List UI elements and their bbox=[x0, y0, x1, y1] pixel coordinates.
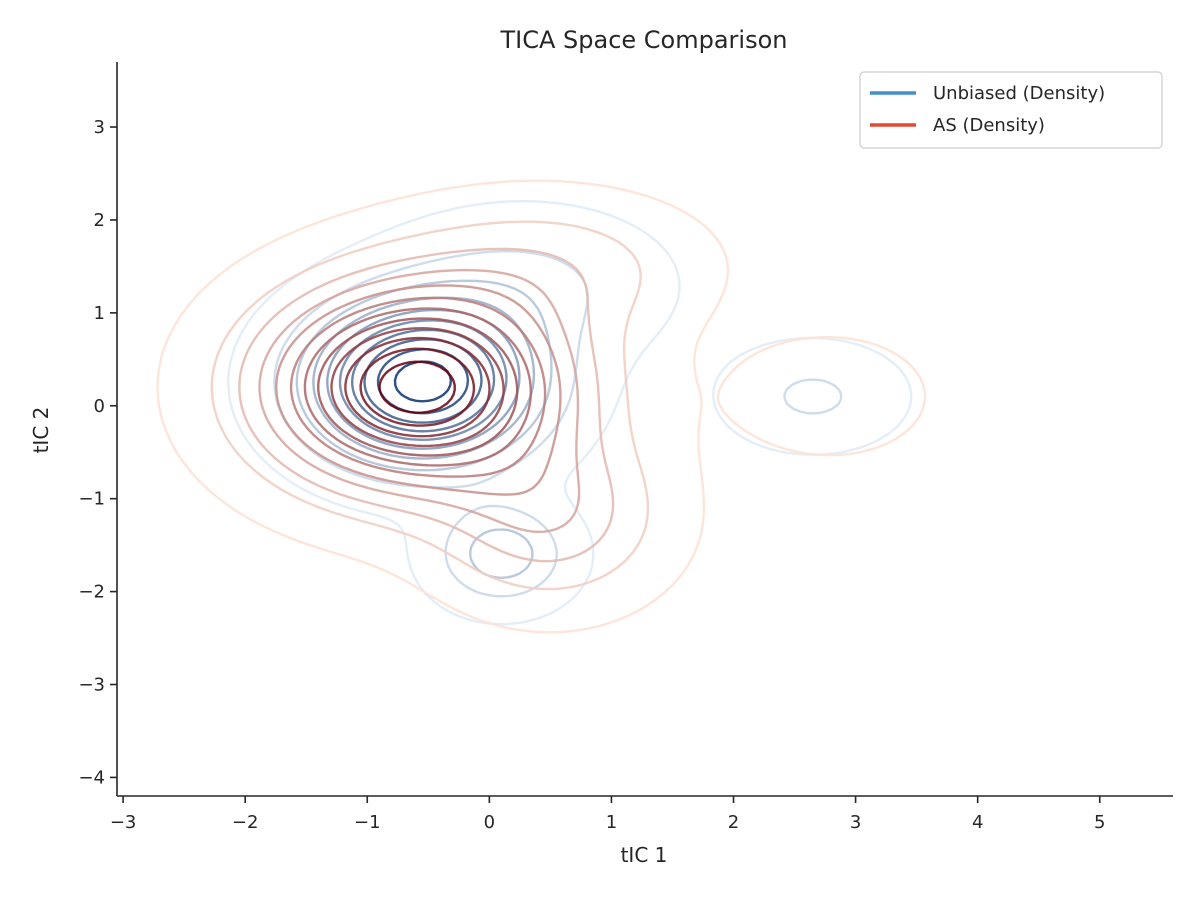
chart-title: TICA Space Comparison bbox=[499, 26, 787, 54]
contour-level bbox=[258, 268, 581, 534]
legend-box bbox=[859, 71, 1163, 149]
contour-level bbox=[330, 327, 505, 448]
x-tick-label: 2 bbox=[728, 812, 739, 833]
contour-level bbox=[393, 360, 453, 403]
x-tick-label: −1 bbox=[354, 812, 381, 833]
x-tick-label: 1 bbox=[606, 812, 617, 833]
x-axis-label: tIC 1 bbox=[621, 843, 668, 867]
x-tick-label: −2 bbox=[232, 812, 259, 833]
x-tick-label: 3 bbox=[850, 812, 861, 833]
contour-level bbox=[275, 284, 562, 496]
legend: Unbiased (Density) AS (Density) bbox=[859, 71, 1163, 149]
x-tick-label: 5 bbox=[1094, 812, 1105, 833]
axes: −3 −2 −1 0 1 2 3 4 5 −4 −3 −2 −1 0 1 2 3 bbox=[78, 62, 1173, 833]
y-tick-label: 1 bbox=[94, 303, 105, 324]
contour-layer bbox=[156, 179, 927, 634]
y-tick-label: −3 bbox=[78, 675, 105, 696]
y-tick-label: 2 bbox=[94, 210, 105, 231]
x-tick-label: 0 bbox=[484, 812, 495, 833]
y-axis-label: tIC 2 bbox=[29, 407, 53, 454]
contour-level bbox=[317, 317, 519, 457]
legend-label: AS (Density) bbox=[933, 115, 1045, 136]
contour-level bbox=[289, 296, 547, 478]
contour-level bbox=[303, 307, 532, 467]
y-tick-label: −1 bbox=[78, 489, 105, 510]
contour-level bbox=[238, 247, 615, 563]
contour-level bbox=[359, 347, 476, 427]
x-tick-label: −3 bbox=[110, 812, 137, 833]
contour-level bbox=[344, 336, 491, 438]
contour-level bbox=[156, 179, 927, 634]
x-tick-label: 4 bbox=[972, 812, 983, 833]
contour-level bbox=[227, 200, 913, 626]
legend-label: Unbiased (Density) bbox=[933, 83, 1105, 104]
y-tick-label: 3 bbox=[94, 117, 105, 138]
y-tick-label: −4 bbox=[78, 767, 105, 788]
contour-series-1 bbox=[156, 179, 927, 634]
y-tick-label: 0 bbox=[94, 396, 105, 417]
y-tick-label: −2 bbox=[78, 582, 105, 603]
contour-level bbox=[210, 220, 650, 591]
contour-level bbox=[351, 328, 496, 433]
contour-level bbox=[378, 360, 456, 414]
